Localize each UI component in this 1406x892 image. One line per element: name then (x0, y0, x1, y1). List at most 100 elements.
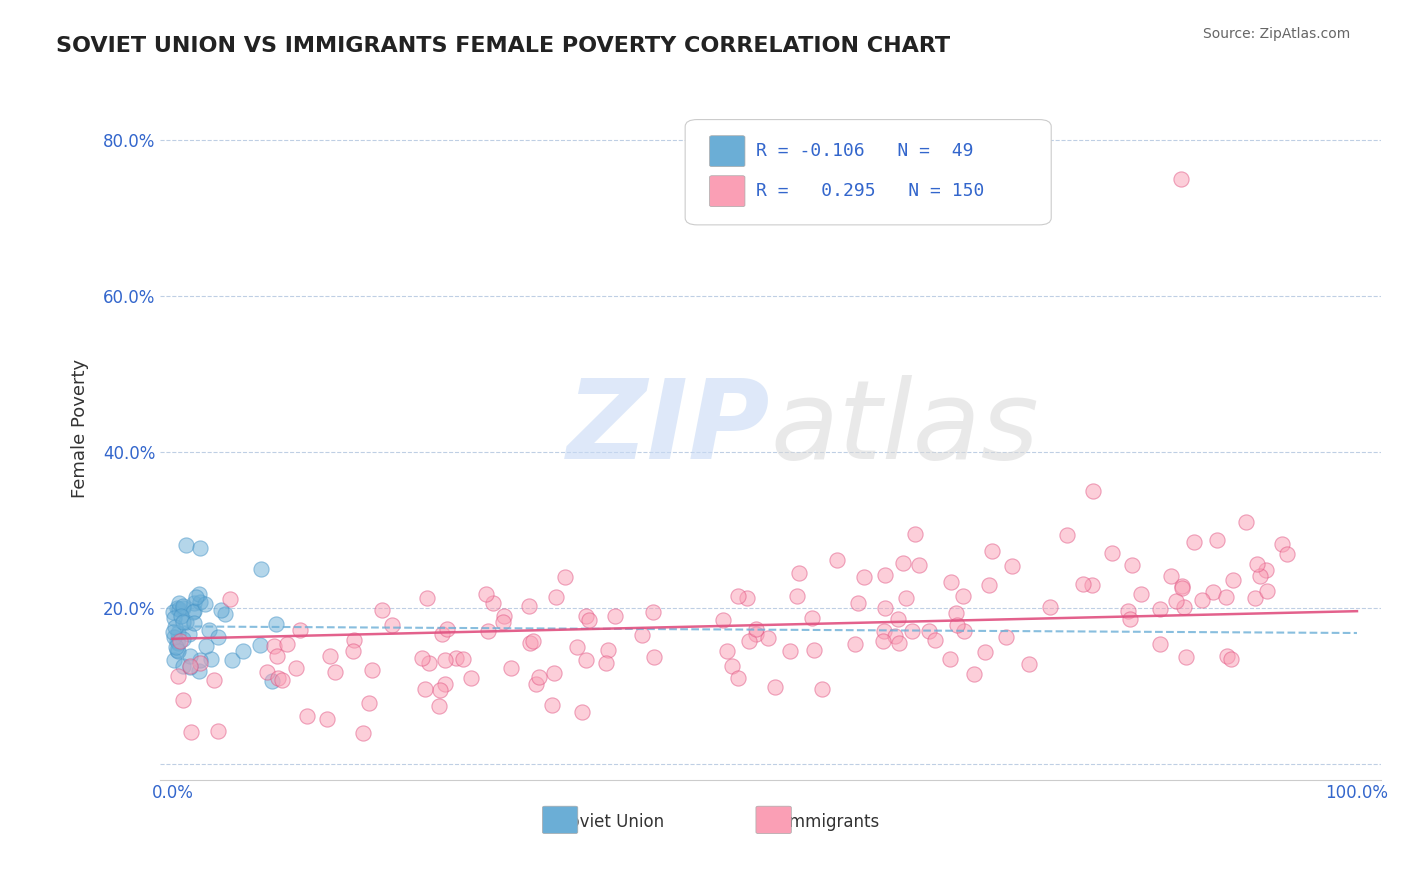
Point (1275, 547, 1298, 561)
Point (418, 656, 440, 670)
Point (162, 625, 184, 640)
Point (444, 651, 467, 665)
Point (188, 541, 211, 555)
FancyBboxPatch shape (543, 806, 578, 833)
Point (451, 651, 474, 665)
Point (565, 640, 588, 654)
Point (264, 616, 287, 631)
Point (343, 633, 366, 648)
Point (1171, 582, 1194, 596)
Text: R =   0.295   N = 150: R = 0.295 N = 150 (756, 182, 984, 200)
Point (170, 608, 193, 623)
Point (166, 642, 188, 657)
Point (1101, 546, 1123, 560)
Point (381, 618, 404, 632)
Text: Immigrants: Immigrants (785, 813, 879, 830)
Point (1256, 583, 1278, 598)
Point (371, 603, 394, 617)
Point (172, 659, 194, 673)
Point (179, 660, 201, 674)
Point (575, 653, 598, 667)
Point (786, 589, 808, 603)
Point (167, 597, 190, 611)
FancyBboxPatch shape (756, 806, 792, 833)
Point (945, 606, 967, 620)
Point (1116, 604, 1139, 618)
Point (1056, 528, 1078, 542)
Point (779, 644, 801, 658)
Point (460, 671, 482, 685)
Point (427, 698, 450, 713)
Point (174, 615, 197, 629)
Point (166, 633, 188, 648)
Point (172, 600, 194, 615)
Point (285, 661, 308, 675)
Point (575, 609, 598, 624)
Point (163, 611, 186, 625)
Point (595, 657, 617, 671)
Point (908, 558, 931, 573)
Point (1081, 578, 1104, 592)
Point (430, 626, 453, 640)
Point (995, 631, 1018, 645)
Point (429, 682, 451, 697)
Point (543, 666, 565, 681)
Point (571, 705, 593, 719)
Point (1166, 594, 1188, 608)
Point (735, 591, 758, 606)
Point (952, 589, 974, 603)
Point (1081, 483, 1104, 498)
Point (1001, 559, 1024, 574)
Point (541, 698, 564, 712)
FancyBboxPatch shape (685, 120, 1052, 225)
Point (297, 709, 319, 723)
Point (939, 652, 962, 666)
Point (249, 638, 271, 652)
Point (721, 658, 744, 673)
Point (499, 661, 522, 675)
Point (183, 615, 205, 630)
Point (894, 591, 917, 606)
Point (169, 602, 191, 616)
Point (352, 725, 374, 739)
Point (360, 663, 382, 677)
Point (1184, 534, 1206, 549)
Point (172, 693, 194, 707)
Point (1244, 591, 1267, 606)
Point (1171, 579, 1194, 593)
Point (1149, 637, 1171, 651)
Point (1271, 537, 1294, 551)
Point (1071, 576, 1094, 591)
Point (918, 624, 941, 638)
Point (979, 578, 1001, 592)
Point (1173, 599, 1195, 614)
Point (872, 634, 894, 648)
Point (844, 637, 866, 651)
Point (256, 665, 278, 680)
Point (1160, 569, 1182, 583)
Point (524, 676, 547, 690)
Point (873, 567, 896, 582)
Point (167, 636, 190, 650)
Point (183, 604, 205, 618)
Point (232, 643, 254, 657)
Text: R = -0.106   N =  49: R = -0.106 N = 49 (756, 142, 973, 161)
Point (893, 557, 915, 571)
FancyBboxPatch shape (710, 136, 745, 167)
Point (188, 653, 211, 667)
Point (219, 592, 242, 607)
Point (1254, 563, 1277, 577)
Point (263, 639, 285, 653)
Point (316, 713, 339, 727)
Point (554, 569, 576, 583)
Point (413, 682, 436, 697)
Point (492, 609, 515, 624)
Point (477, 624, 499, 638)
Point (517, 599, 540, 614)
Point (172, 615, 194, 630)
Point (1219, 652, 1241, 666)
Text: Source: ZipAtlas.com: Source: ZipAtlas.com (1202, 27, 1350, 41)
Point (195, 640, 218, 654)
Point (165, 640, 187, 654)
Point (436, 622, 458, 636)
